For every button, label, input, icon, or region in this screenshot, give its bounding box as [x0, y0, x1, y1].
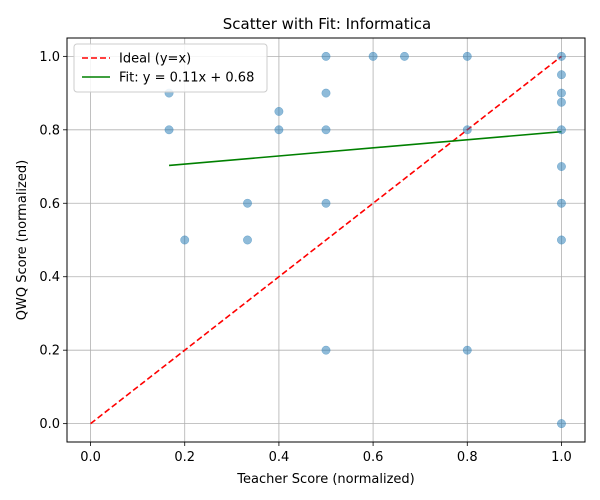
x-axis-title: Teacher Score (normalized) — [236, 472, 414, 487]
legend: Ideal (y=x) Fit: y = 0.11x + 0.68 — [73, 43, 268, 93]
data-point — [243, 198, 252, 208]
data-point — [274, 107, 284, 116]
y-tick-label: 0.4 — [39, 270, 60, 285]
y-axis-title: QWQ Score (normalized) — [15, 160, 30, 320]
y-tick-label: 0.0 — [39, 417, 60, 432]
data-point — [557, 97, 566, 107]
data-point — [368, 51, 378, 61]
x-tick-label: 1.0 — [551, 450, 572, 465]
data-point — [164, 125, 174, 135]
ideal-line — [90, 55, 562, 425]
axis-ticks: 0.0 0.2 0.4 0.6 0.8 1.0 0.0 0.2 0.4 0.6 0.8 1.0 — [39, 50, 571, 465]
y-tick-label: 1.0 — [39, 50, 60, 65]
x-tick-label: 0.0 — [80, 450, 101, 465]
y-tick-label: 0.8 — [39, 123, 60, 138]
data-point — [462, 345, 472, 355]
data-point — [557, 198, 566, 208]
legend-label: Fit: y = 0.11x + 0.68 — [119, 71, 254, 86]
legend-label: Ideal (y=x) — [119, 52, 191, 67]
chart-title: Scatter with Fit: Informatica — [223, 15, 431, 33]
data-point — [557, 162, 566, 171]
data-point — [274, 125, 284, 135]
x-tick-label: 0.4 — [269, 450, 290, 465]
data-point — [557, 70, 566, 80]
data-point — [180, 235, 190, 245]
x-tick-label: 0.2 — [174, 450, 195, 465]
line-series — [90, 55, 562, 425]
x-tick-label: 0.8 — [457, 450, 478, 465]
y-tick-label: 0.6 — [39, 197, 60, 212]
data-point — [321, 345, 331, 355]
data-point — [321, 88, 331, 98]
data-point — [462, 125, 472, 135]
data-point — [557, 125, 566, 135]
data-point — [462, 51, 472, 61]
legend-box — [73, 43, 268, 93]
fit-line — [168, 130, 562, 167]
data-point — [557, 51, 566, 61]
data-point — [557, 235, 566, 245]
data-point — [321, 125, 331, 135]
data-point — [400, 51, 409, 61]
data-point — [557, 419, 566, 429]
data-point — [321, 51, 331, 61]
data-point — [243, 235, 252, 245]
data-point — [557, 88, 566, 98]
plot-frame — [66, 37, 586, 443]
x-tick-label: 0.6 — [363, 450, 384, 465]
y-tick-label: 0.2 — [39, 344, 60, 359]
data-point — [321, 198, 331, 208]
